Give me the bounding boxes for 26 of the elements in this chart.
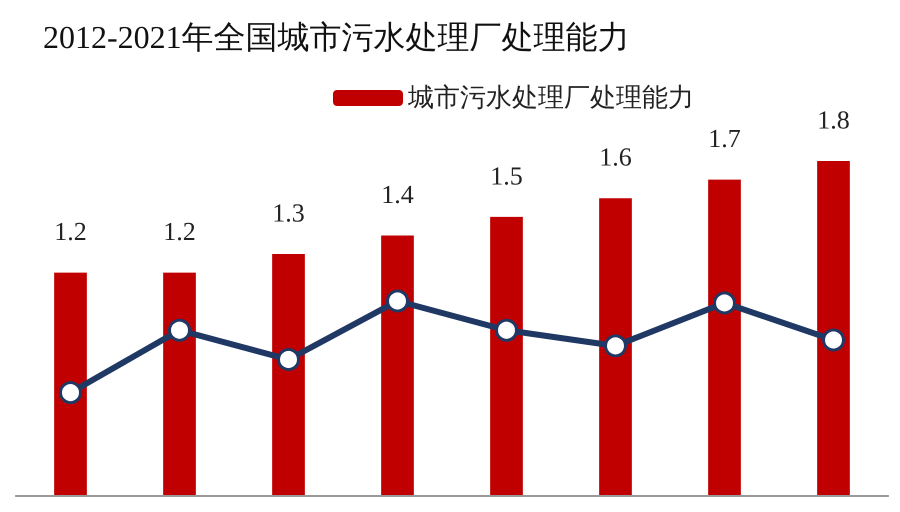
bar bbox=[599, 198, 632, 496]
data-label: 1.4 bbox=[381, 180, 414, 209]
data-label: 1.3 bbox=[272, 198, 305, 228]
bar bbox=[817, 161, 850, 496]
point bbox=[168, 318, 191, 342]
point bbox=[277, 348, 300, 371]
data-label: 1.8 bbox=[817, 106, 850, 134]
data-label: 1.6 bbox=[599, 142, 632, 172]
point bbox=[386, 290, 409, 312]
point bbox=[495, 318, 518, 342]
data-label: 1.5 bbox=[490, 161, 523, 190]
bar bbox=[272, 254, 305, 496]
point bbox=[59, 381, 82, 404]
bar bbox=[490, 216, 523, 496]
data-label: 1.7 bbox=[708, 124, 741, 154]
chart-title: 2012-2021年全国城市污水处理厂处理能力 bbox=[43, 19, 630, 55]
point bbox=[822, 328, 845, 352]
point bbox=[713, 291, 736, 314]
bar bbox=[163, 272, 196, 496]
data-label: 1.2 bbox=[163, 217, 196, 246]
bar bbox=[54, 272, 87, 496]
legend-label: 城市污水处理厂处理能力 bbox=[407, 83, 694, 113]
bar bbox=[708, 180, 741, 496]
data-label: 1.2 bbox=[54, 217, 87, 246]
point bbox=[604, 334, 627, 358]
bar bbox=[381, 235, 414, 496]
